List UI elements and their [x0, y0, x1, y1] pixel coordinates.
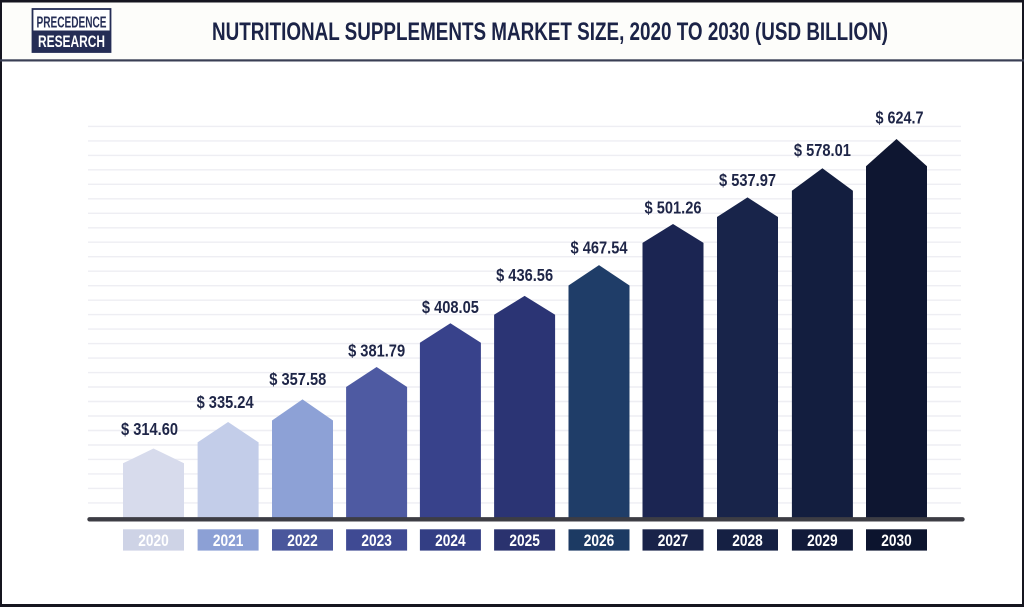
svg-text:2029: 2029	[807, 531, 838, 550]
svg-text:2025: 2025	[509, 531, 540, 550]
svg-text:2024: 2024	[435, 531, 466, 550]
svg-text:2026: 2026	[584, 531, 615, 550]
svg-text:$ 537.97: $ 537.97	[719, 170, 776, 190]
svg-text:PRECEDENCE: PRECEDENCE	[37, 15, 107, 32]
svg-text:$ 501.26: $ 501.26	[645, 198, 702, 218]
svg-text:2027: 2027	[658, 531, 689, 550]
svg-text:$ 381.79: $ 381.79	[348, 341, 405, 361]
svg-text:$ 357.58: $ 357.58	[269, 369, 326, 389]
svg-text:2023: 2023	[361, 531, 392, 550]
svg-text:$ 335.24: $ 335.24	[197, 392, 254, 412]
svg-text:$ 578.01: $ 578.01	[794, 140, 851, 160]
svg-text:2020: 2020	[138, 531, 169, 550]
svg-text:RESEARCH: RESEARCH	[38, 32, 105, 51]
svg-text:$ 624.7: $ 624.7	[876, 108, 924, 128]
svg-text:NUTRITIONAL SUPPLEMENTS MARKET: NUTRITIONAL SUPPLEMENTS MARKET SIZE, 202…	[212, 18, 888, 46]
svg-text:$ 408.05: $ 408.05	[422, 297, 479, 317]
svg-text:$ 467.54: $ 467.54	[571, 238, 628, 258]
svg-text:2022: 2022	[287, 531, 318, 550]
svg-text:2021: 2021	[213, 531, 244, 550]
svg-text:$ 436.56: $ 436.56	[496, 265, 553, 285]
svg-text:2030: 2030	[881, 531, 912, 550]
svg-text:2028: 2028	[732, 531, 763, 550]
svg-text:$ 314.60: $ 314.60	[121, 419, 178, 439]
